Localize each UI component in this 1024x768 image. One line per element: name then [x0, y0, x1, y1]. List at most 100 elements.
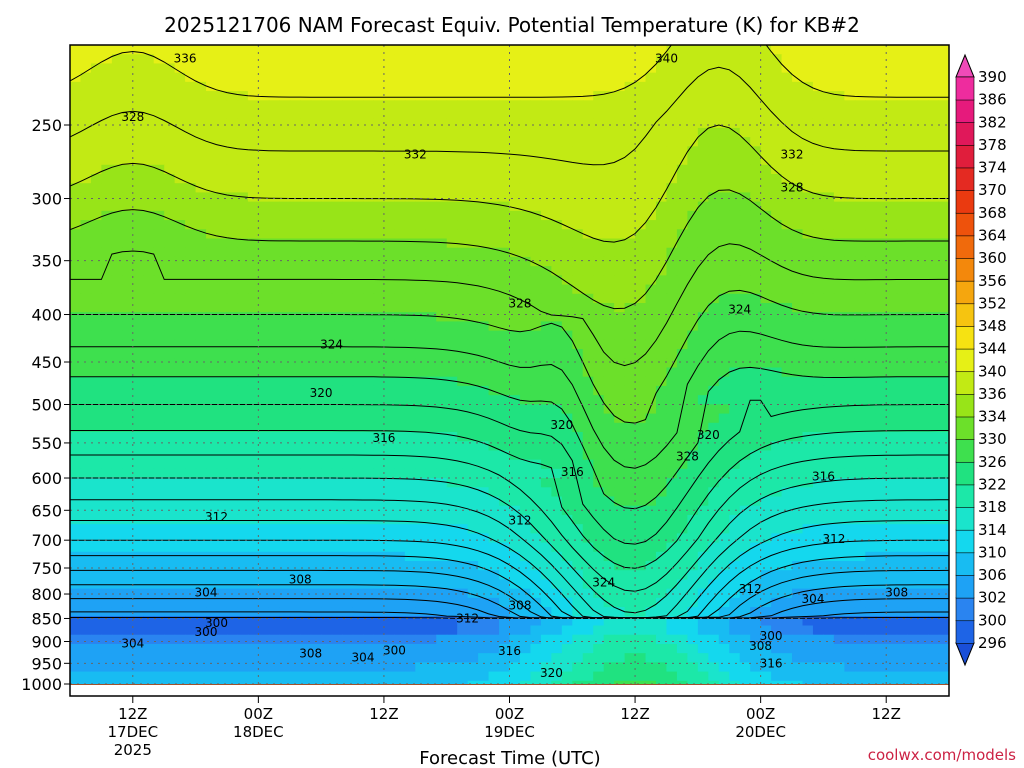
field-cell	[101, 72, 113, 83]
field-cell	[111, 81, 123, 92]
field-cell	[624, 164, 636, 175]
field-cell	[614, 459, 626, 470]
field-cell	[509, 468, 521, 479]
field-cell	[70, 238, 82, 249]
field-cell	[519, 72, 532, 83]
field-cell	[603, 174, 615, 184]
field-cell	[467, 137, 479, 147]
field-cell	[425, 432, 437, 442]
field-cell	[174, 220, 186, 230]
field-cell	[666, 395, 678, 405]
field-cell	[739, 321, 751, 332]
field-cell	[206, 478, 218, 488]
field-cell	[582, 422, 594, 433]
field-cell	[917, 303, 929, 313]
field-cell	[635, 441, 647, 452]
field-cell	[666, 376, 678, 387]
field-cell	[802, 174, 814, 184]
field-cell	[247, 293, 259, 304]
field-cell	[185, 45, 197, 55]
field-cell	[174, 459, 186, 470]
field-cell	[425, 192, 437, 203]
field-cell	[457, 514, 469, 525]
field-cell	[676, 496, 688, 507]
field-cell	[111, 514, 123, 525]
field-cell	[739, 413, 751, 424]
field-cell	[530, 487, 542, 498]
field-cell	[101, 561, 113, 571]
field-cell	[321, 303, 333, 313]
field-cell	[718, 256, 730, 267]
field-cell	[540, 256, 552, 267]
field-cell	[614, 127, 626, 138]
field-cell	[708, 395, 720, 405]
field-cell	[90, 496, 102, 507]
field-cell	[624, 450, 636, 461]
field-cell	[603, 63, 615, 74]
field-cell	[237, 533, 249, 544]
field-cell	[519, 192, 532, 203]
field-cell	[624, 100, 636, 111]
field-cell	[802, 201, 814, 212]
field-cell	[383, 174, 395, 184]
field-cell	[111, 367, 123, 378]
field-cell	[143, 413, 155, 424]
field-cell	[446, 349, 458, 359]
field-cell	[342, 496, 354, 507]
field-cell	[614, 45, 626, 55]
field-cell	[875, 91, 887, 101]
field-cell	[854, 487, 866, 498]
field-cell	[603, 376, 615, 387]
field-cell	[164, 238, 176, 249]
field-cell	[917, 164, 929, 175]
field-cell	[635, 496, 647, 507]
field-cell	[373, 63, 385, 74]
field-cell	[624, 395, 636, 405]
field-cell	[373, 459, 385, 470]
field-cell	[279, 81, 291, 92]
field-cell	[415, 266, 427, 276]
field-cell	[164, 109, 176, 120]
field-cell	[624, 330, 636, 341]
field-cell	[666, 450, 678, 461]
field-cell	[383, 542, 395, 553]
field-cell	[593, 164, 605, 175]
field-cell	[499, 293, 511, 304]
field-cell	[938, 91, 949, 101]
field-cell	[760, 155, 772, 166]
field-cell	[624, 81, 636, 92]
field-cell	[300, 164, 312, 175]
field-cell	[833, 422, 845, 433]
field-cell	[185, 459, 197, 470]
field-cell	[708, 551, 720, 562]
field-cell	[258, 183, 270, 194]
field-cell	[394, 229, 406, 240]
field-cell	[164, 100, 176, 111]
field-cell	[383, 238, 395, 249]
field-cell	[551, 229, 563, 240]
field-cell	[352, 183, 364, 194]
field-cell	[687, 579, 699, 590]
field-cell	[185, 137, 197, 147]
field-cell	[247, 514, 259, 525]
field-cell	[80, 367, 92, 378]
field-cell	[300, 339, 312, 350]
field-cell	[467, 45, 479, 55]
field-cell	[111, 210, 123, 221]
field-cell	[561, 118, 573, 129]
field-cell	[896, 54, 908, 65]
field-cell	[729, 524, 741, 534]
field-cell	[771, 468, 783, 479]
field-cell	[373, 229, 385, 240]
field-cell	[875, 330, 887, 341]
field-cell	[467, 358, 479, 369]
field-cell	[708, 54, 720, 65]
field-cell	[383, 376, 395, 387]
field-cell	[373, 118, 385, 129]
field-cell	[854, 63, 866, 74]
field-cell	[164, 385, 176, 396]
field-cell	[373, 201, 385, 212]
field-cell	[436, 220, 448, 230]
field-cell	[478, 349, 490, 359]
field-cell	[206, 146, 218, 157]
